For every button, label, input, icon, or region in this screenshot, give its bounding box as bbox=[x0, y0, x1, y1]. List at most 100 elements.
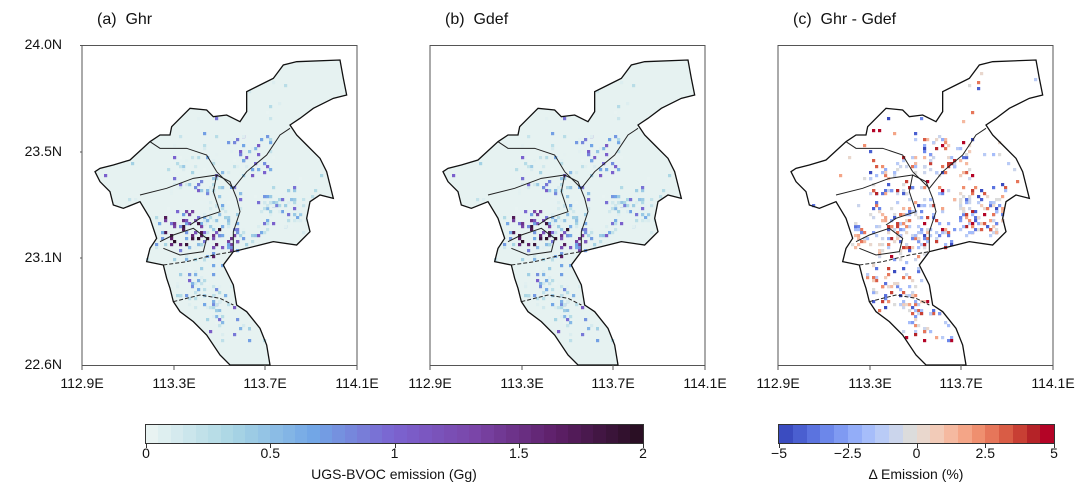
grid-cell bbox=[917, 216, 921, 220]
grid-cell bbox=[959, 207, 963, 211]
grid-cell bbox=[209, 306, 213, 310]
grid-cell bbox=[629, 198, 633, 202]
grid-cell bbox=[617, 168, 621, 172]
grid-cell bbox=[905, 165, 909, 169]
grid-cell bbox=[551, 213, 555, 217]
grid-cell bbox=[266, 219, 270, 223]
grid-cell bbox=[257, 144, 261, 148]
grid-cell bbox=[557, 225, 561, 229]
grid-cell bbox=[647, 219, 651, 223]
grid-cell bbox=[977, 228, 981, 232]
grid-cell bbox=[914, 309, 918, 313]
grid-cell bbox=[908, 246, 912, 250]
grid-cell bbox=[227, 225, 231, 229]
grid-cell bbox=[872, 159, 876, 163]
district-boundary bbox=[511, 251, 582, 266]
grid-cell bbox=[893, 240, 897, 244]
grid-cell bbox=[209, 330, 213, 334]
grid-cell bbox=[575, 303, 579, 307]
grid-cell bbox=[881, 192, 885, 196]
grid-cell bbox=[890, 237, 894, 241]
grid-cell bbox=[914, 318, 918, 322]
grid-cell bbox=[863, 237, 867, 241]
grid-cell bbox=[581, 333, 585, 337]
colorbar-segment bbox=[618, 425, 631, 443]
colorbar-tick-mark bbox=[394, 443, 396, 448]
grid-cell bbox=[635, 189, 639, 193]
colorbar-tick-label: 0.5 bbox=[260, 445, 280, 461]
grid-cell bbox=[296, 216, 300, 220]
grid-cell bbox=[206, 282, 210, 286]
grid-cell bbox=[233, 228, 237, 232]
grid-cell bbox=[575, 141, 579, 145]
grid-cell bbox=[944, 171, 948, 175]
grid-cell bbox=[947, 231, 951, 235]
grid-cell bbox=[614, 219, 618, 223]
grid-cell bbox=[926, 237, 930, 241]
grid-cell bbox=[551, 228, 555, 232]
grid-cell bbox=[920, 204, 924, 208]
grid-cell bbox=[212, 228, 216, 232]
grid-cell bbox=[554, 318, 558, 322]
grid-cell bbox=[533, 294, 537, 298]
grid-cell bbox=[239, 207, 243, 211]
grid-cell bbox=[626, 204, 630, 208]
grid-cell bbox=[926, 228, 930, 232]
grid-cell bbox=[218, 312, 222, 316]
grid-cell bbox=[902, 267, 906, 271]
grid-cell bbox=[167, 207, 171, 211]
grid-cell bbox=[920, 186, 924, 190]
grid-cell bbox=[314, 189, 318, 193]
grid-cell bbox=[980, 222, 984, 226]
grid-cell bbox=[917, 324, 921, 328]
grid-cell bbox=[869, 150, 873, 154]
grid-cell bbox=[527, 294, 531, 298]
grid-cell bbox=[602, 234, 606, 238]
grid-cell bbox=[578, 249, 582, 253]
grid-cell bbox=[881, 237, 885, 241]
grid-cell bbox=[293, 201, 297, 205]
grid-cell bbox=[908, 198, 912, 202]
grid-cell bbox=[569, 234, 573, 238]
grid-cell bbox=[857, 228, 861, 232]
grid-cell bbox=[896, 234, 900, 238]
grid-cell bbox=[203, 195, 207, 199]
grid-cell bbox=[914, 201, 918, 205]
grid-cell bbox=[1016, 180, 1020, 184]
grid-cell bbox=[164, 219, 168, 223]
grid-cell bbox=[287, 201, 291, 205]
grid-cell bbox=[563, 177, 567, 181]
grid-cell bbox=[587, 234, 591, 238]
grid-cell bbox=[233, 159, 237, 163]
grid-cell bbox=[968, 222, 972, 226]
grid-cell bbox=[269, 138, 273, 142]
grid-cell bbox=[584, 138, 588, 142]
grid-cell bbox=[893, 132, 897, 136]
grid-cell bbox=[920, 117, 924, 121]
grid-cell bbox=[608, 231, 612, 235]
grid-cell bbox=[194, 270, 198, 274]
grid-cell bbox=[590, 228, 594, 232]
grid-cell bbox=[527, 156, 531, 160]
grid-cell bbox=[512, 243, 516, 247]
grid-cell bbox=[221, 321, 225, 325]
grid-cell bbox=[212, 300, 216, 304]
grid-cell bbox=[515, 168, 519, 172]
grid-cell bbox=[269, 201, 273, 205]
grid-cell bbox=[929, 162, 933, 166]
grid-cell bbox=[557, 216, 561, 220]
grid-cell bbox=[560, 162, 564, 166]
grid-cell bbox=[176, 210, 180, 214]
colorbar-segment bbox=[208, 425, 221, 443]
grid-cell bbox=[902, 228, 906, 232]
grid-cell bbox=[947, 324, 951, 328]
grid-cell bbox=[896, 168, 900, 172]
colorbar-segment bbox=[779, 425, 793, 443]
grid-cell bbox=[284, 210, 288, 214]
grid-cell bbox=[971, 174, 975, 178]
grid-cell bbox=[905, 180, 909, 184]
grid-cell bbox=[950, 339, 954, 343]
grid-cell bbox=[902, 300, 906, 304]
emission-cells bbox=[104, 81, 324, 343]
grid-cell bbox=[227, 240, 231, 244]
